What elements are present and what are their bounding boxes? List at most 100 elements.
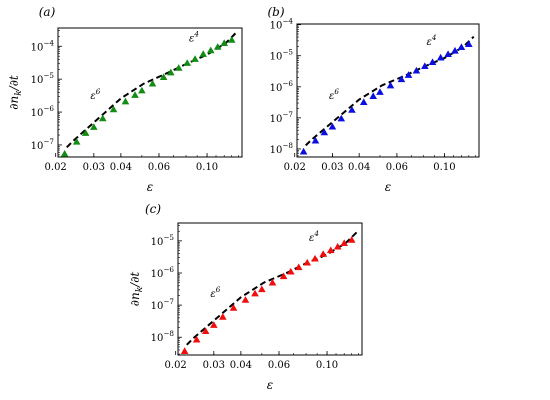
y-axis-label: ∂nk/∂t [7,75,24,110]
slope-annotation: ε6 [90,87,100,102]
x-tick-label: 0.06 [386,162,408,173]
x-tick-label: 0.04 [348,162,370,173]
panel-b: 0.02 0.03 0.04 0.06 0.10 10−8 10−7 10−6 10−5 10−4… [267,5,480,194]
data-point [191,55,199,62]
data-point [286,267,295,275]
data-point [258,285,266,293]
data-point [229,304,238,311]
data-point [376,88,384,95]
slope-annotation: ε4 [189,29,199,44]
data-point [218,313,227,320]
data-point [183,59,192,66]
data-point [404,71,413,78]
data-point [421,62,429,70]
data-point [311,254,319,262]
data-point [251,289,259,297]
data-point [166,68,175,76]
x-tick-label: 0.10 [433,162,455,173]
data-point [436,53,445,61]
panel-c: 0.02 0.03 0.04 0.06 0.10 10−8 10−7 10−6 10−5 ε6 ε4… [128,202,363,392]
axes-frame [296,23,480,158]
y-tick-label: 10−5 [270,48,294,63]
data-point [303,258,312,266]
data-point [109,105,118,113]
x-tick-label: 0.06 [268,360,290,371]
data-point [268,278,277,286]
y-tick-label: 10−7 [151,297,175,312]
data-point [174,64,183,71]
data-point [241,296,250,303]
x-tick-label: 0.03 [321,162,343,173]
data-point [340,239,349,246]
y-tick-label: 10−5 [151,233,175,248]
data-point [220,39,229,46]
data-point [213,43,222,50]
data-point [199,50,208,57]
data-point [328,122,337,130]
y-tick-label: 10−6 [151,265,175,280]
data-point [206,46,215,54]
slope-annotation: ε6 [329,87,339,102]
data-point [227,36,236,43]
data-point [294,263,303,271]
slope-annotation: ε6 [210,285,220,300]
data-point [121,97,130,105]
data-point [279,272,288,280]
slope-annotation: ε4 [427,33,437,48]
y-tick-label: 10−4 [31,38,55,53]
data-point [428,58,437,66]
data-point [180,347,189,354]
y-tick-label: 10−6 [270,79,294,94]
data-point [159,73,168,81]
panel-label: (a) [39,5,56,19]
data-point [299,147,308,155]
x-tick-label: 0.02 [165,360,187,371]
data-point [201,327,210,334]
slope-annotation: ε4 [309,229,319,244]
x-tick-label: 0.06 [148,162,170,173]
data-point [412,66,421,74]
data-point [465,40,473,48]
data-point [359,98,368,106]
y-tick-label: 10−8 [151,329,175,344]
data-point [348,106,356,113]
panel-label: (c) [145,202,161,216]
x-tick-label: 0.04 [110,162,132,173]
data-point [320,128,329,136]
data-point [386,81,395,89]
data-point [72,137,81,145]
panel-label: (b) [267,5,284,19]
data-point [369,92,377,99]
reference-line [305,35,475,147]
y-tick-label: 10−7 [270,110,294,125]
data-point [148,79,157,87]
x-axis-label: ε [147,180,153,194]
panel-a: 0.02 0.03 0.04 0.06 0.10 10−7 10−6 10−5 10−4 ε6 ε4… [7,5,243,194]
data-point [98,114,107,122]
y-tick-label: 10−6 [31,104,55,119]
axes-frame [57,27,243,158]
data-point [192,335,201,343]
data-point [444,50,452,58]
data-point [138,86,146,94]
y-axis-label: ∂nk/∂t [128,272,145,307]
x-axis-label: ε [267,378,273,392]
y-tick-label: 10−5 [31,71,55,86]
data-point [60,149,69,157]
data-point [319,250,328,257]
data-point [333,242,342,250]
x-tick-label: 0.10 [196,162,218,173]
data-point [90,123,98,130]
data-point [311,136,320,144]
x-axis-label: ε [385,180,391,194]
axes-frame [177,222,363,356]
data-point [347,236,356,243]
y-tick-label: 10−8 [270,141,294,156]
x-tick-label: 0.03 [83,162,105,173]
x-tick-label: 0.04 [230,360,252,371]
y-tick-label: 10−7 [31,137,55,152]
data-point [397,75,406,83]
x-tick-label: 0.10 [316,360,338,371]
data-point [457,43,466,51]
